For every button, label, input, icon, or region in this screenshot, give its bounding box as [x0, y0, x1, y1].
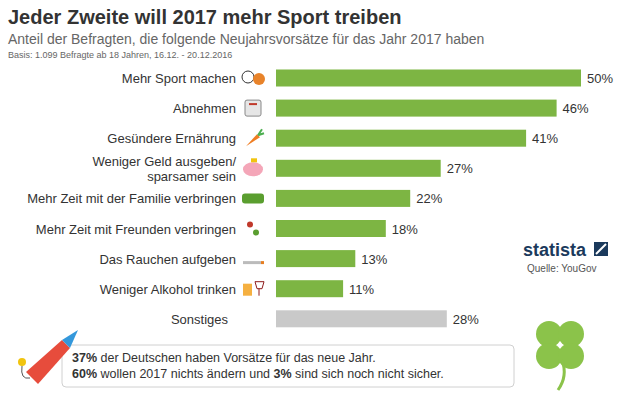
- category-label: Das Rauchen aufgeben: [99, 252, 236, 267]
- category-line: Weniger Geld ausgeben/: [92, 154, 236, 169]
- icon: [247, 222, 259, 236]
- rocket: [18, 330, 78, 384]
- footer-segment: wollen 2017 nichts ändern und: [97, 367, 274, 381]
- category-line: sparsamer sein: [147, 169, 236, 184]
- bar: [276, 310, 447, 327]
- category-label: Weniger Alkohol trinken: [100, 282, 236, 297]
- icon: [243, 282, 264, 296]
- data-label: 11%: [349, 282, 374, 297]
- brand: statista: [523, 240, 587, 260]
- category-line: Sonstiges: [171, 312, 229, 327]
- icon: [245, 100, 261, 116]
- subtitle: Anteil der Befragten, die folgende Neuja…: [8, 31, 484, 47]
- bar: [276, 280, 343, 297]
- footer-line: 37% der Deutschen haben Vorsätze für das…: [72, 351, 376, 365]
- icon: [246, 129, 264, 146]
- footer-segment: 37%: [72, 351, 97, 365]
- basis: Basis: 1.099 Befragte ab 18 Jahren, 16.1…: [8, 50, 232, 60]
- footer-box: [62, 345, 514, 387]
- footer-segment: sind sich noch nicht sicher.: [292, 367, 444, 381]
- icon-shape: [243, 284, 252, 296]
- icon-shape: [246, 134, 260, 146]
- footer-segment: 60%: [72, 367, 97, 381]
- icon-shape: [251, 158, 257, 162]
- data-label: 27%: [447, 161, 473, 176]
- category-label: Weniger Geld ausgeben/sparsamer sein: [92, 154, 236, 184]
- icon: [242, 71, 265, 85]
- icon-shape: [261, 261, 264, 264]
- category-line: Abnehmen: [173, 101, 236, 116]
- bar: [276, 130, 526, 147]
- data-label: 28%: [453, 312, 479, 327]
- icon-shape: [249, 103, 257, 105]
- brand-mark: [596, 244, 606, 254]
- category-line: Mehr Zeit mit der Familie verbringen: [27, 191, 236, 206]
- icon-shape: [253, 230, 259, 236]
- footer-segment: 3%: [274, 367, 292, 381]
- data-label: 22%: [416, 191, 442, 206]
- rocket-body: [26, 340, 70, 384]
- icon-shape: [253, 73, 265, 85]
- icon: [243, 262, 264, 263]
- category-label: Abnehmen: [173, 101, 236, 116]
- data-label: 50%: [587, 71, 613, 86]
- data-label: 41%: [532, 131, 558, 146]
- icons: [242, 71, 265, 296]
- icon-shape: [247, 222, 253, 228]
- source: Quelle: YouGov: [527, 263, 597, 274]
- category-label: Mehr Sport machen: [122, 71, 236, 86]
- clover: [536, 321, 584, 390]
- background: [0, 0, 620, 396]
- brand-mark: [594, 242, 608, 256]
- chart: Jeder Zweite will 2017 mehr Sport treibe…: [0, 0, 620, 396]
- bars: [276, 70, 581, 328]
- bar: [276, 190, 410, 207]
- icon-shape: [243, 162, 263, 176]
- icon-shape: [245, 100, 261, 116]
- rocket-fuse: [22, 366, 30, 378]
- category-line: Mehr Sport machen: [122, 71, 236, 86]
- bar: [276, 220, 386, 237]
- title: Jeder Zweite will 2017 mehr Sport treibe…: [8, 6, 401, 28]
- category-line: Weniger Alkohol trinken: [100, 282, 236, 297]
- category-line: Gesündere Ernährung: [107, 131, 236, 146]
- icon-shape: [258, 129, 264, 135]
- data-label: 18%: [392, 222, 418, 237]
- clover-leaf: [558, 343, 584, 369]
- icon-shape: [242, 193, 264, 203]
- category-label: Mehr Zeit mit Freunden verbringen: [36, 222, 236, 237]
- icon: [243, 158, 263, 176]
- category-line: Das Rauchen aufgeben: [99, 252, 236, 267]
- category-label: Sonstiges: [171, 312, 229, 327]
- category-label: Mehr Zeit mit der Familie verbringen: [27, 191, 236, 206]
- icon: [242, 193, 264, 203]
- bar: [276, 160, 441, 177]
- rocket-tip: [62, 330, 78, 348]
- category-line: Mehr Zeit mit Freunden verbringen: [36, 222, 236, 237]
- footer-line: 60% wollen 2017 nichts ändern und 3% sin…: [72, 367, 444, 381]
- labels: 50% Mehr Sport machen 46% Abnehmen 41% Gesünd…: [27, 71, 613, 327]
- rocket-spark: [18, 358, 26, 366]
- icon-shape: [243, 261, 261, 264]
- data-label: 46%: [563, 101, 589, 116]
- icon-shape: [242, 71, 254, 83]
- footer-segment: der Deutschen haben Vorsätze für das neu…: [97, 351, 376, 365]
- data-label: 13%: [361, 252, 387, 267]
- bar: [276, 100, 557, 117]
- bar: [276, 250, 355, 267]
- bar: [276, 70, 581, 87]
- icon-shape: [255, 282, 264, 296]
- category-label: Gesündere Ernährung: [107, 131, 236, 146]
- clover-stem: [558, 360, 564, 390]
